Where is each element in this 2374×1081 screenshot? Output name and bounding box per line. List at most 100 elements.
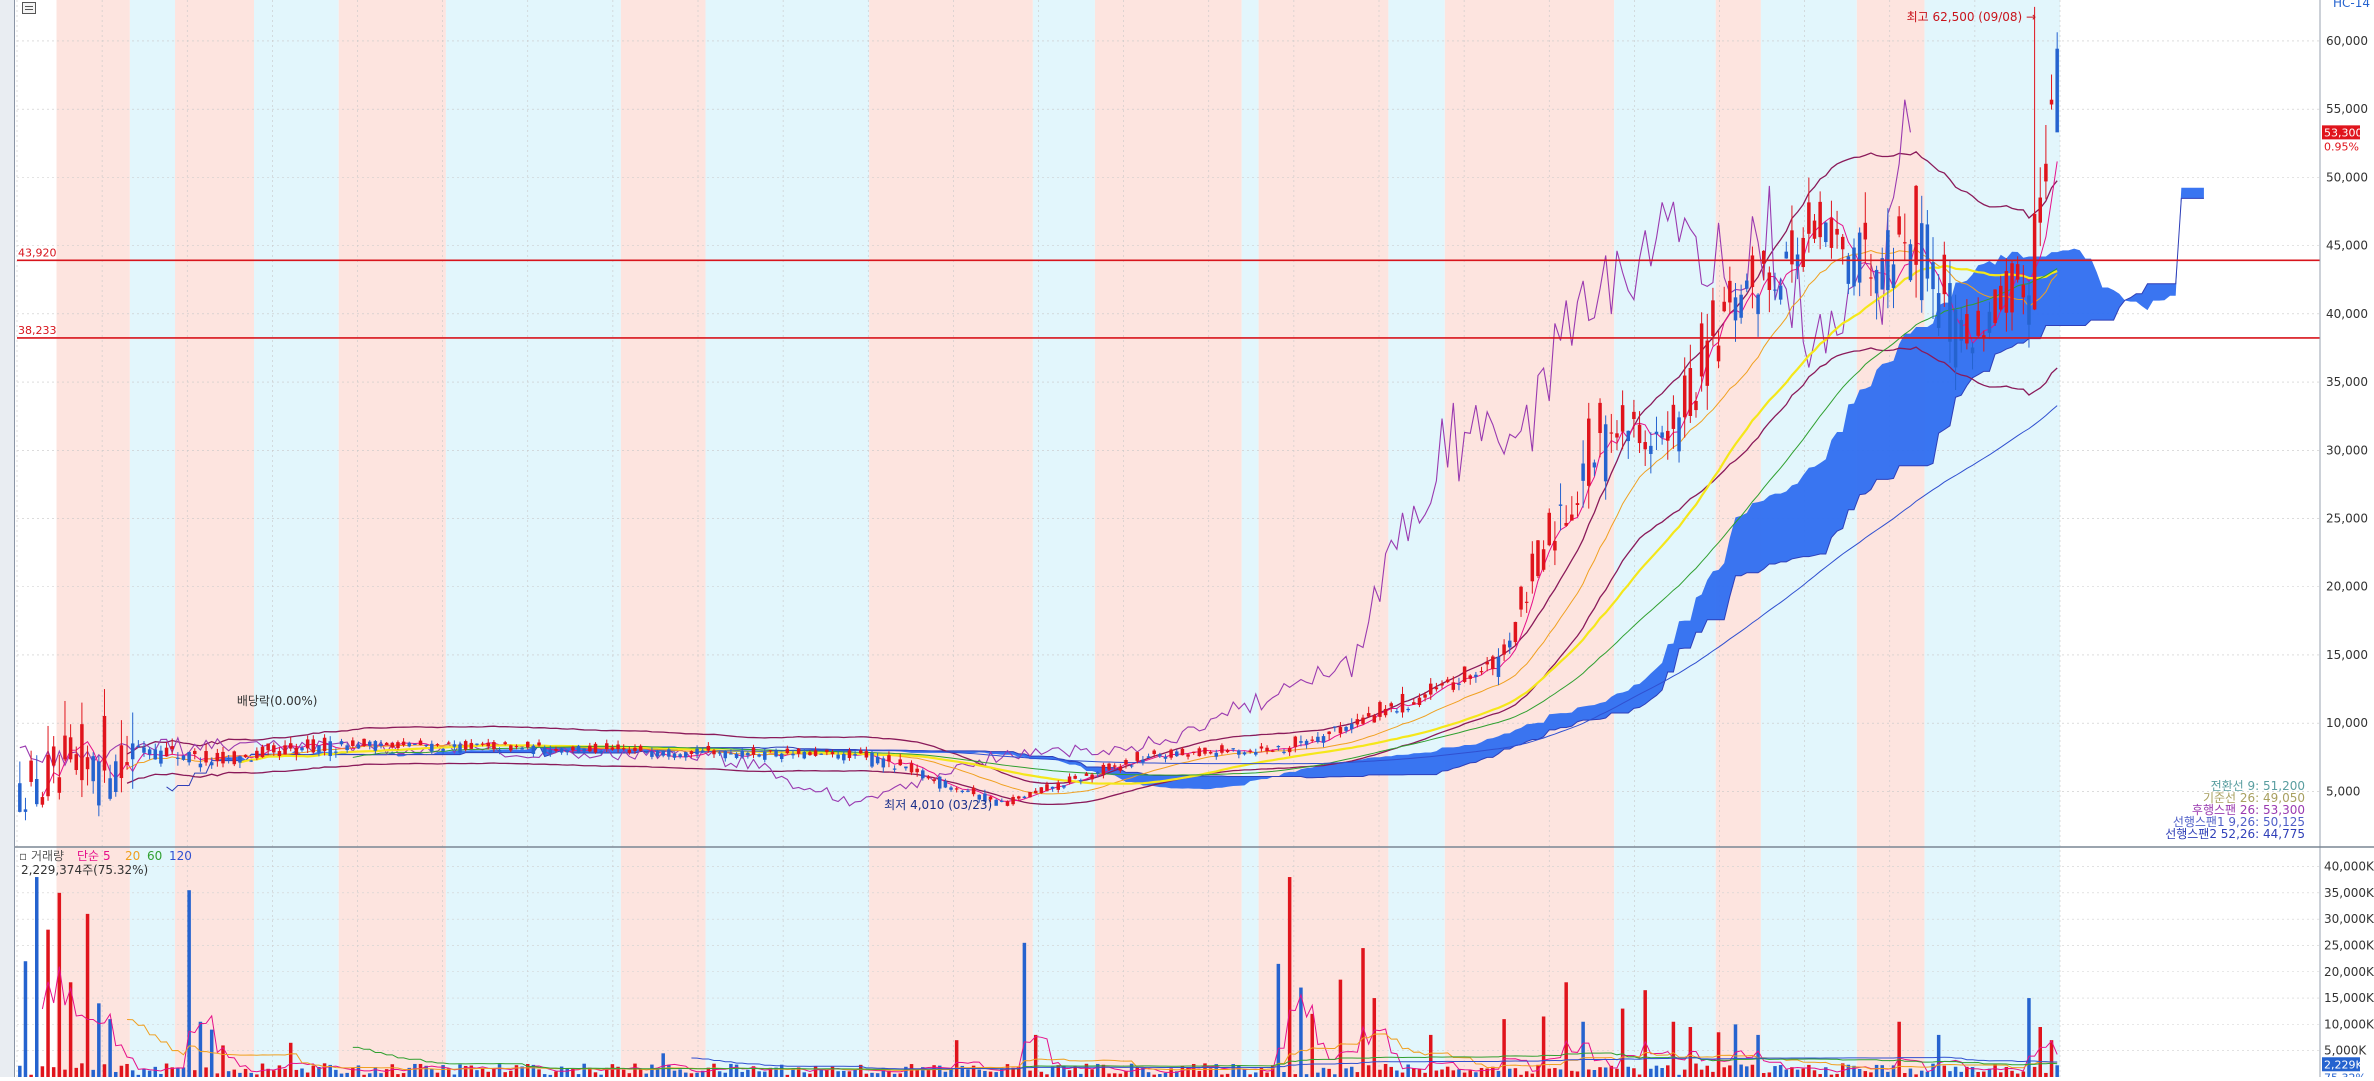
candle-body (746, 752, 750, 756)
volume-bar (1795, 1069, 1800, 1077)
volume-bar (1428, 1034, 1433, 1077)
volume-bar (1062, 1065, 1066, 1077)
candle-body (633, 747, 637, 751)
candle-body (1942, 254, 1947, 295)
volume-bar (605, 1067, 609, 1077)
volume-bar (1203, 1063, 1207, 1077)
volume-bar (1073, 1066, 1077, 1077)
volume-bar (1942, 1065, 1947, 1077)
candle-body (463, 741, 468, 750)
price-tick-label: 5,000 (2326, 784, 2360, 798)
candle-body (1270, 750, 1275, 752)
candle-body (339, 741, 344, 745)
price-tick-label: 35,000 (2326, 375, 2368, 389)
candle-body (1711, 300, 1715, 336)
candle-body (1451, 682, 1456, 690)
volume-bar (401, 1073, 406, 1077)
chart-menu-icon[interactable] (22, 2, 36, 14)
volume-bar (379, 1073, 383, 1077)
volume-bar (1090, 1069, 1094, 1077)
volume-bar (870, 1072, 874, 1077)
volume-bar (1553, 1068, 1557, 1077)
candle-body (1474, 674, 1478, 677)
candle-body (655, 750, 660, 757)
volume-bar (458, 1064, 462, 1077)
volume-bar (1468, 1070, 1472, 1077)
volume-bar (1366, 1065, 1371, 1077)
candle-body (283, 745, 287, 755)
price-tick-label: 25,000 (2326, 512, 2368, 526)
candle-body (593, 743, 598, 753)
candle-body (373, 741, 378, 751)
volume-bar (147, 1070, 152, 1077)
candle-body (1316, 736, 1320, 743)
volume-bar (373, 1067, 378, 1077)
volume-ma-5-line (41, 966, 2058, 1073)
volume-bar (339, 1073, 344, 1077)
volume-bar (503, 1072, 507, 1077)
volume-bar (322, 1063, 327, 1077)
candle-body (102, 715, 107, 771)
current-volume-label: 2,229K (2324, 1058, 2363, 1071)
candle-body (18, 783, 22, 812)
volume-bar (153, 1066, 158, 1077)
volume-bar (283, 1068, 287, 1077)
volume-bar (114, 1071, 118, 1077)
volume-bar (915, 1069, 919, 1077)
volume-bar (1158, 1074, 1162, 1077)
volume-bar (1694, 1063, 1698, 1077)
candle-body (1982, 335, 1986, 338)
volume-bar (1485, 1068, 1489, 1077)
volume-bar (1886, 1071, 1890, 1077)
candle-body (1468, 675, 1472, 679)
candle-body (757, 754, 761, 757)
dividend-annotation: 배당락(0.00%) (237, 694, 318, 708)
volume-bar (599, 1074, 603, 1077)
left-panel-edge (0, 0, 15, 1077)
candle-body (390, 742, 395, 748)
volume-bar (1705, 1065, 1710, 1077)
candle-body (1807, 202, 1811, 234)
candle-body (1564, 522, 1568, 526)
candle-body (1733, 297, 1738, 321)
candle-body (46, 754, 50, 797)
volume-bar (1107, 1073, 1111, 1077)
candle-body (1897, 216, 1901, 235)
volume-bar (23, 961, 28, 1077)
candle-body (1152, 750, 1156, 755)
volume-bar (91, 1069, 95, 1077)
candle-body (684, 752, 688, 758)
candle-body (503, 742, 507, 745)
volume-bar (1496, 1070, 1501, 1077)
volume-bar (1654, 1065, 1659, 1077)
volume-bar (1931, 1063, 1935, 1077)
volume-bar (311, 1065, 316, 1077)
candle-body (1254, 752, 1258, 755)
candle-body (497, 749, 502, 752)
volume-bar (1349, 1066, 1354, 1077)
volume-bar (983, 1070, 987, 1077)
period-band (1258, 0, 1389, 1077)
volume-bar (746, 1069, 750, 1077)
candle-body (1513, 621, 1518, 643)
price-tick-label: 45,000 (2326, 239, 2368, 253)
volume-bar (740, 1071, 744, 1077)
volume-bar (243, 1068, 248, 1077)
volume-bar (435, 1072, 440, 1077)
volume-bar (1096, 1063, 1100, 1077)
candle-body (1993, 289, 1997, 324)
volume-bar (1118, 1073, 1123, 1077)
volume-bar (1254, 1072, 1258, 1077)
candle-body (1276, 745, 1281, 748)
candle-body (317, 745, 321, 753)
volume-bar (63, 1069, 67, 1077)
candle-body (734, 753, 739, 758)
candle-body (1169, 749, 1173, 758)
candle-body (548, 749, 553, 754)
volume-bar (1214, 1064, 1219, 1077)
volume-bar (791, 1069, 795, 1077)
volume-bar (717, 1071, 722, 1077)
volume-bar (1242, 1068, 1247, 1077)
level-line-label: 43,920 (18, 246, 57, 259)
volume-bar (492, 1068, 496, 1077)
